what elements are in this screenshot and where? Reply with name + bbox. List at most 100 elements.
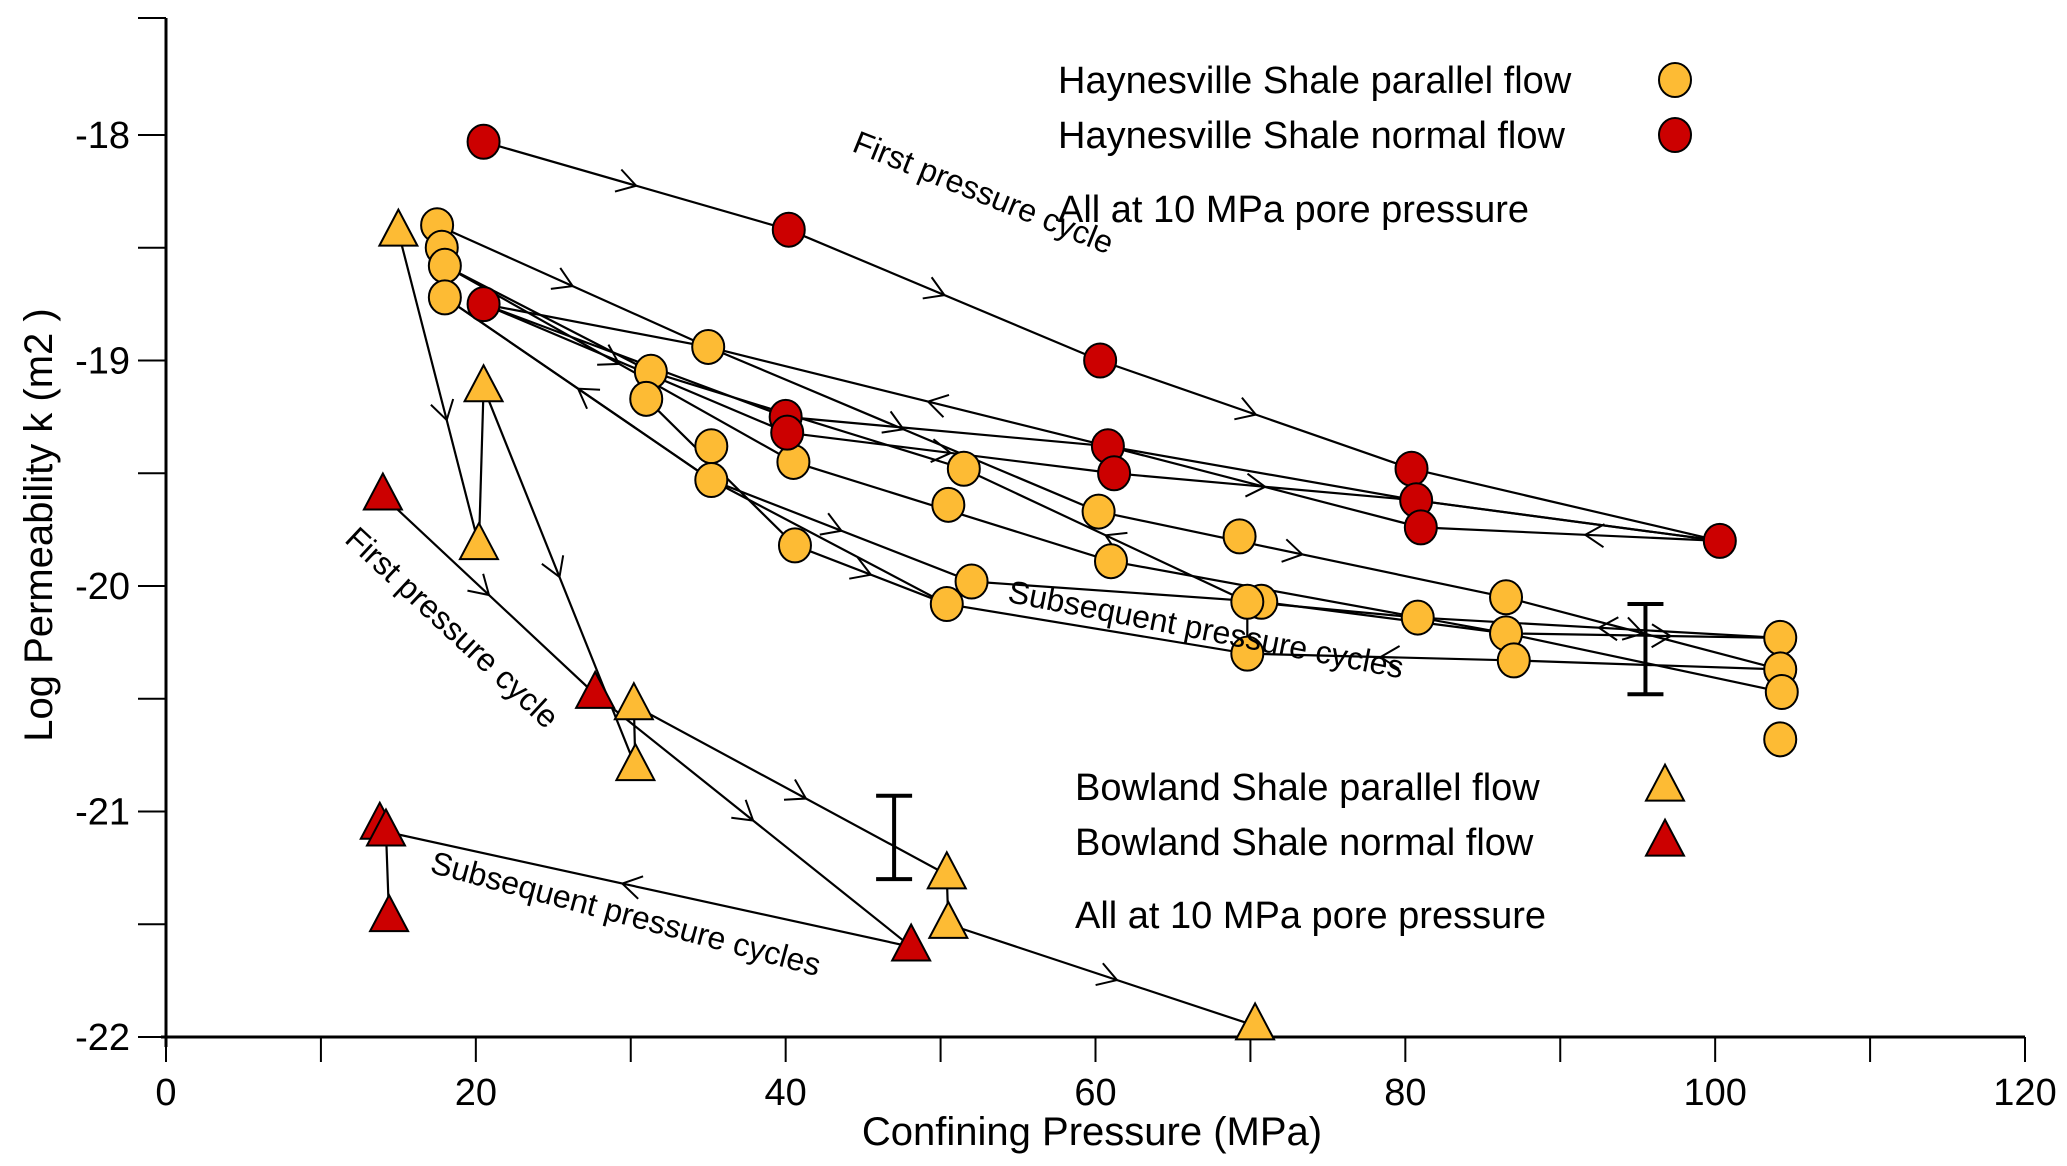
arrowhead	[926, 393, 950, 418]
arrowhead	[1378, 645, 1401, 670]
data-point	[629, 380, 664, 417]
data-point	[1083, 342, 1118, 379]
x-tick-label: 20	[455, 1072, 497, 1114]
axes: 0 20 40 60 80 100 120 -18 -19 -20 -21 -22	[75, 17, 2057, 1114]
flow-path	[477, 387, 485, 546]
data-point	[890, 922, 932, 962]
arrowhead	[1281, 538, 1305, 563]
y-tick-label: -21	[75, 792, 130, 834]
flow-path-line	[444, 296, 1781, 639]
data-point	[694, 462, 729, 499]
arrowhead	[620, 875, 644, 900]
data-point	[1234, 1001, 1276, 1041]
series-bowland-shale-parallel-flow	[377, 207, 1276, 1041]
legends: Haynesville Shale parallel flow Haynesvil…	[1058, 60, 1692, 937]
data-point	[776, 443, 811, 480]
y-tick-label: -20	[75, 566, 130, 608]
legend-label: Bowland Shale parallel flow	[1075, 767, 1540, 809]
arrowhead	[1234, 396, 1258, 421]
arrowhead	[467, 573, 491, 597]
arrowhead	[614, 168, 639, 193]
data-point	[1394, 450, 1429, 487]
data-point	[462, 363, 505, 403]
flow-path	[397, 231, 480, 546]
arrowhead	[819, 512, 844, 536]
data-point	[427, 279, 462, 316]
data-point	[1400, 599, 1435, 636]
data-point	[1081, 493, 1116, 530]
legend-haynesville: Haynesville Shale parallel flow Haynesvil…	[1058, 60, 1692, 231]
data-point	[771, 211, 806, 248]
data-point	[1764, 673, 1799, 710]
data-point	[954, 563, 989, 600]
series-haynesville-shale-normal-flow	[466, 123, 1737, 559]
arrowhead	[541, 555, 565, 579]
arrowhead	[731, 799, 755, 822]
data-point	[1496, 642, 1531, 679]
y-tick-label: -22	[75, 1017, 130, 1059]
data-point	[694, 428, 729, 465]
series-haynesville-shale-parallel-flow	[420, 207, 1799, 758]
legend-marker	[1658, 117, 1692, 153]
data-point	[770, 414, 805, 451]
data-point	[1763, 721, 1798, 758]
legend-marker	[1658, 62, 1692, 98]
arrowhead	[550, 267, 575, 290]
data-point	[1230, 635, 1265, 672]
data-point	[427, 247, 462, 284]
data-point	[574, 669, 616, 709]
arrowhead	[1583, 523, 1606, 548]
legend-note: All at 10 MPa pore pressure	[1058, 189, 1529, 231]
data-markers	[359, 123, 1799, 1041]
data-point	[458, 520, 500, 561]
legend-label: Haynesville Shale parallel flow	[1058, 60, 1572, 102]
y-tick-label: -19	[75, 341, 130, 383]
data-point	[926, 850, 968, 890]
flow-path-line	[477, 387, 485, 546]
flow-path-line	[397, 231, 480, 546]
arrowhead	[783, 778, 808, 801]
flow-path	[444, 296, 1781, 649]
arrowhead	[430, 398, 455, 422]
arrowhead	[1621, 616, 1645, 641]
arrowhead	[1651, 623, 1673, 649]
x-tick-label: 120	[1993, 1072, 2056, 1114]
arrowhead	[881, 410, 906, 434]
y-axis-label: Log Permeability k (m2 )	[17, 308, 61, 741]
arrowhead	[849, 556, 873, 580]
data-point	[614, 741, 657, 782]
error-bars	[876, 602, 1664, 882]
series-bowland-shale-normal-flow	[359, 471, 932, 962]
x-tick-label: 40	[765, 1072, 807, 1114]
annotation-label: Subsequent pressure cycles	[1005, 573, 1406, 685]
annotation-label: First pressure cycle	[339, 520, 566, 736]
legend-note: All at 10 MPa pore pressure	[1075, 895, 1546, 937]
data-point	[1702, 522, 1737, 559]
data-point	[931, 486, 966, 523]
x-tick-label: 80	[1384, 1072, 1426, 1114]
data-point	[362, 471, 404, 511]
data-point	[377, 207, 420, 247]
data-point	[946, 450, 981, 487]
data-point	[929, 586, 964, 623]
error-bar	[1627, 602, 1664, 697]
y-tick-label: -18	[75, 115, 130, 157]
x-axis-label: Confining Pressure (MPa)	[862, 1110, 1322, 1154]
data-point	[777, 527, 812, 564]
arrowhead	[597, 344, 621, 366]
data-point	[613, 681, 655, 721]
data-point	[1097, 455, 1132, 492]
legend-label: Bowland Shale normal flow	[1075, 822, 1534, 864]
data-point	[1222, 518, 1257, 555]
arrowhead	[1095, 962, 1119, 987]
data-point	[466, 286, 501, 323]
x-tick-label: 100	[1683, 1072, 1746, 1114]
data-point	[927, 899, 969, 939]
data-point	[368, 893, 410, 933]
data-point	[466, 123, 501, 160]
data-point	[1489, 579, 1524, 616]
data-point	[365, 807, 407, 847]
error-bar	[876, 793, 913, 882]
arrowhead	[922, 276, 947, 300]
